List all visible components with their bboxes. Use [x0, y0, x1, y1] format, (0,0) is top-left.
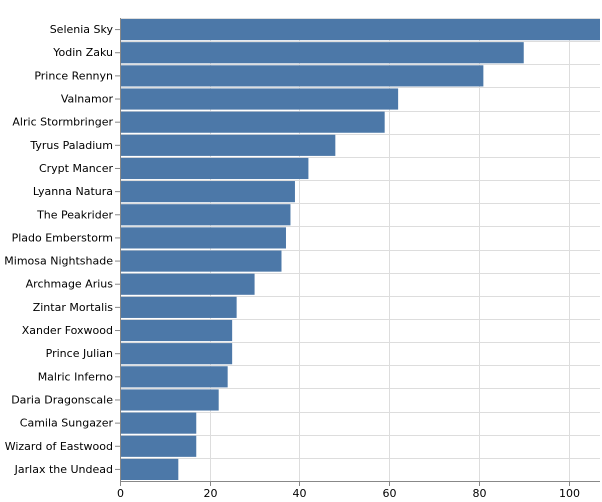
- x-tick-label: 80: [473, 487, 487, 500]
- bar-0: [120, 19, 600, 41]
- category-label: Wizard of Eastwood: [5, 440, 113, 453]
- bar-15: [120, 366, 228, 388]
- x-tick-label: 40: [293, 487, 307, 500]
- bar-14: [120, 343, 233, 365]
- bar-3: [120, 88, 399, 110]
- bar-1: [120, 42, 524, 64]
- bar-5: [120, 134, 336, 156]
- bar-7: [120, 181, 295, 203]
- category-label: Crypt Mancer: [39, 162, 114, 175]
- bars: [120, 19, 600, 480]
- bar-13: [120, 319, 233, 342]
- category-label: Mimosa Nightshade: [4, 255, 113, 268]
- bar-8: [120, 204, 291, 226]
- category-label: Xander Foxwood: [22, 324, 113, 337]
- bar-11: [120, 273, 255, 295]
- bar-2: [120, 65, 484, 87]
- category-label: The Peakrider: [36, 208, 113, 221]
- category-label: Archmage Arius: [26, 278, 114, 291]
- axes: [115, 18, 600, 486]
- category-label: Daria Dragonscale: [11, 393, 113, 406]
- category-label: Prince Julian: [46, 347, 113, 360]
- category-label: Lyanna Natura: [33, 185, 113, 198]
- category-labels: Selenia Sky Yodin Zaku Prince Rennyn Valnam…: [4, 23, 113, 476]
- x-tick-label: 0: [117, 487, 124, 500]
- x-tick-label: 100: [559, 487, 580, 500]
- category-label: Zintar Mortalis: [33, 301, 114, 314]
- bar-4: [120, 111, 385, 133]
- category-label: Yodin Zaku: [52, 46, 113, 59]
- bar-9: [120, 227, 286, 249]
- bar-12: [120, 296, 237, 318]
- bar-18: [120, 435, 197, 457]
- bar-10: [120, 250, 282, 272]
- category-label: Valnamor: [61, 93, 114, 106]
- category-label: Plado Emberstorm: [12, 231, 113, 244]
- category-label: Tyrus Paladium: [29, 139, 113, 152]
- grid-lines: [120, 18, 600, 482]
- x-tick-label: 20: [204, 487, 218, 500]
- bar-6: [120, 157, 309, 180]
- category-label: Selenia Sky: [50, 23, 114, 36]
- x-tick-labels: 0 20 40 60 80 100: [117, 487, 580, 500]
- x-tick-label: 60: [383, 487, 397, 500]
- bar-16: [120, 389, 219, 411]
- category-label: Camila Sungazer: [20, 417, 114, 430]
- bar-17: [120, 412, 197, 434]
- category-label: Prince Rennyn: [34, 69, 113, 82]
- category-label: Alric Stormbringer: [12, 116, 113, 129]
- category-label: Jarlax the Undead: [14, 463, 113, 476]
- category-label: Malric Inferno: [38, 370, 114, 383]
- bar-19: [120, 458, 179, 480]
